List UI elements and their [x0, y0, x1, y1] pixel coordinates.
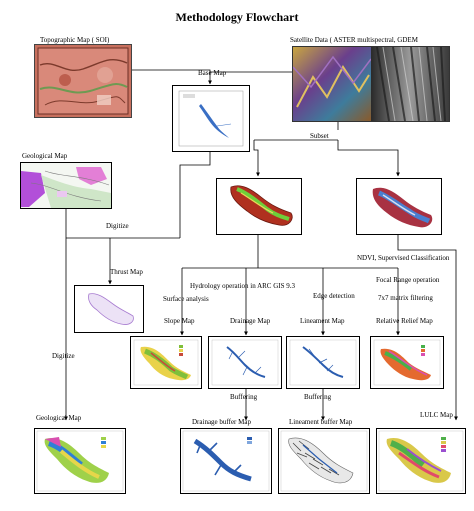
hydrology-label: Hydrology operation in ARC GIS 9.3 [190, 282, 295, 290]
relative-relief-map-graphic [373, 339, 441, 386]
geological-map-top-box [20, 162, 112, 209]
subset-label: Subset [310, 132, 329, 140]
lineament-buffer-map-graphic [280, 430, 368, 492]
lineament-map-graphic [289, 339, 357, 386]
lineament-buffer-map-box [278, 428, 370, 494]
thrust-map-box [74, 285, 144, 333]
dem-subset-box [216, 178, 302, 235]
slope-map-box [130, 336, 202, 389]
drainage-map-label: Drainage Map [230, 317, 271, 325]
buffering-label-2: Buffering [304, 393, 332, 401]
relative-relief-map-label: Relative Relief Map [376, 317, 433, 325]
drainage-map-box [208, 336, 282, 389]
digitize-label-1: Digitize [106, 222, 129, 230]
lineament-map-box [286, 336, 360, 389]
satellite-data-label: Satellite Data ( ASTER multispectral, GD… [290, 36, 418, 44]
edge-detection-label: Edge detection [313, 292, 355, 300]
geological-map-bottom-graphic [36, 430, 124, 492]
base-map-graphic [178, 90, 244, 147]
topographic-map-image [34, 44, 132, 118]
lulc-map-graphic [378, 430, 464, 492]
topographic-map-graphic [35, 45, 131, 117]
satellite-subset-box [356, 178, 442, 235]
drainage-buffer-map-box [180, 428, 272, 494]
buffering-label-1: Buffering [230, 393, 258, 401]
page-title: Methodology Flowchart [175, 10, 299, 24]
thrust-map-label: Thrust Map [110, 268, 143, 276]
drainage-map-graphic [211, 339, 279, 386]
satellite-data-graphic [292, 46, 449, 122]
ndvi-label: NDVI, Supervised Classification [357, 254, 450, 262]
digitize-label-2: Digitize [52, 352, 75, 360]
lineament-buffer-map-label: Lineament buffer Map [289, 418, 353, 426]
geological-map-bottom-label: Geological Map [36, 414, 82, 422]
drainage-buffer-map-graphic [182, 430, 270, 492]
lulc-map-box [376, 428, 466, 494]
geological-map-bottom-box [34, 428, 126, 494]
base-map-box [172, 85, 250, 152]
relative-relief-map-box [370, 336, 444, 389]
thrust-map-graphic [88, 293, 134, 325]
drainage-buffer-map-label: Drainage buffer Map [192, 418, 251, 426]
satellite-subset-graphic [372, 187, 433, 228]
surface-analysis-label: Surface analysis [163, 295, 209, 303]
base-map-label: Base Map [198, 69, 227, 77]
dem-subset-graphic [230, 185, 293, 226]
matrix-filter-label: 7x7 matrix filtering [378, 294, 433, 302]
slope-map-label: Slope Map [164, 317, 195, 325]
focal-range-label: Focal Range operation [376, 276, 440, 284]
geological-map-top-graphic [21, 163, 111, 208]
slope-map-graphic [133, 339, 199, 386]
satellite-data-image [292, 46, 450, 122]
lineament-map-label: Lineament Map [300, 317, 345, 325]
geological-map-top-label: Geological Map [22, 152, 68, 160]
lulc-map-label: LULC Map [420, 411, 453, 419]
topographic-map-label: Topographic Map ( SOI) [40, 36, 110, 44]
